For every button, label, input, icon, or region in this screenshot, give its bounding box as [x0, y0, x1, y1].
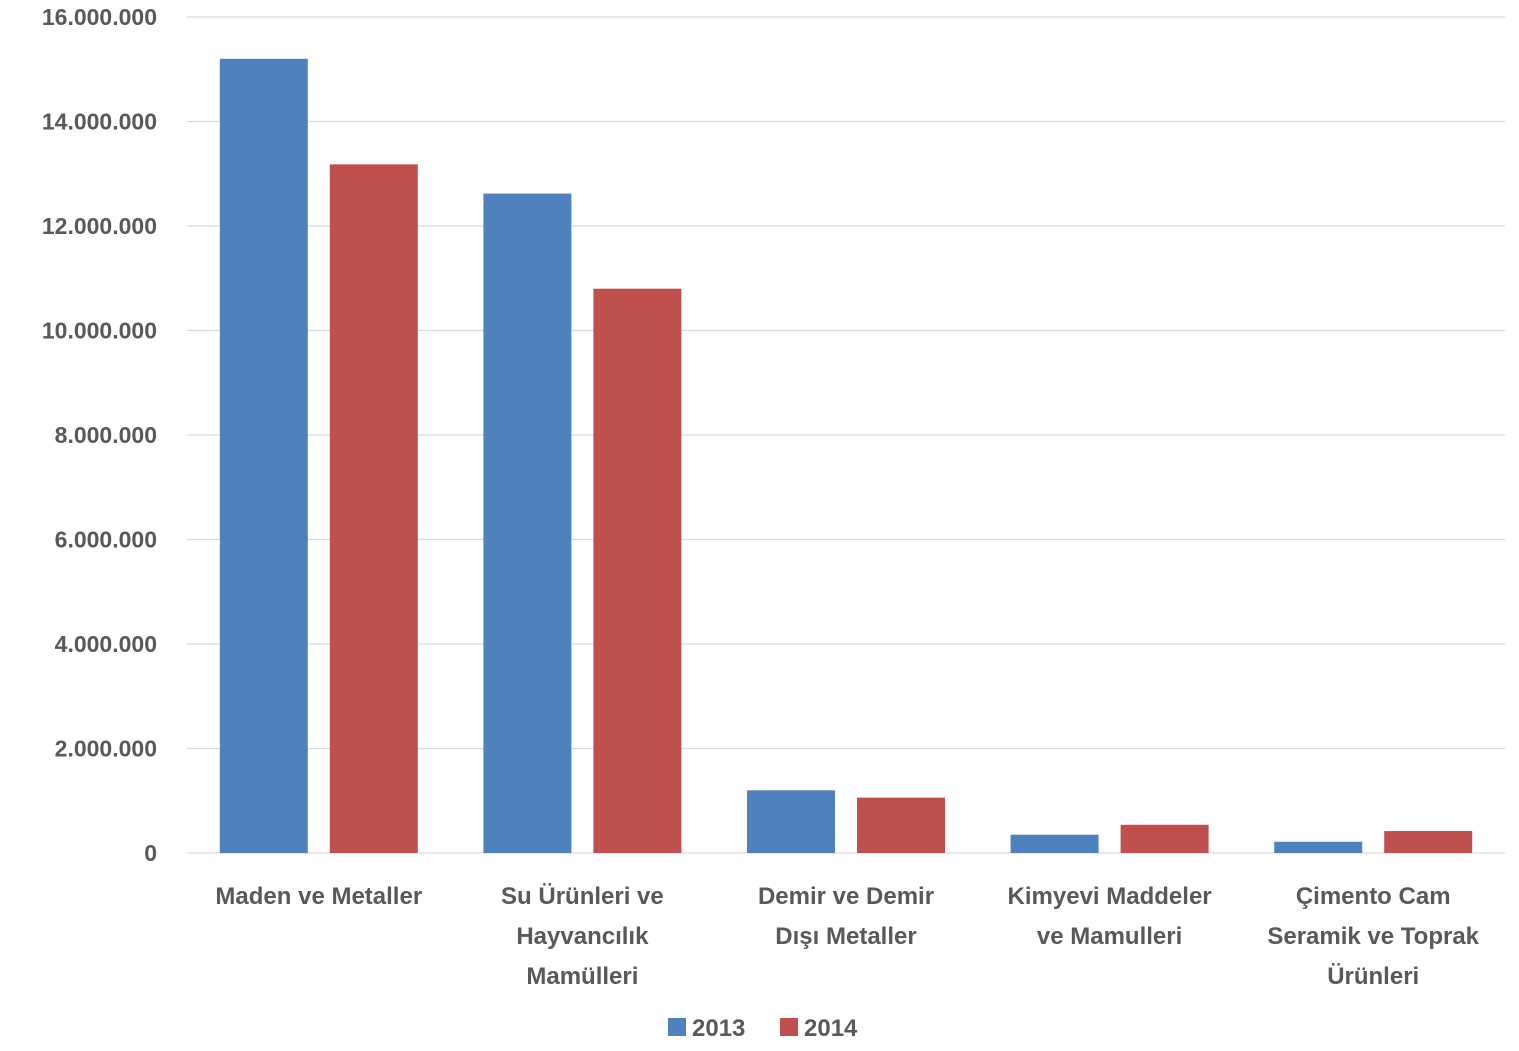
x-tick-label: Ürünleri	[1327, 963, 1419, 990]
bar-2014-3	[1120, 824, 1209, 853]
y-tick-label: 0	[144, 840, 157, 866]
bar-2014-2	[857, 797, 945, 853]
bar-2014-1	[593, 288, 682, 853]
legend-label: 2014	[804, 1015, 858, 1042]
legend-swatch-2013	[668, 1018, 686, 1036]
x-tick-label: Seramik ve Toprak	[1267, 923, 1479, 950]
x-tick-label: Mamülleri	[526, 963, 638, 990]
legend-swatch-2014	[780, 1018, 798, 1036]
x-tick-label: Hayvancılık	[516, 923, 649, 950]
y-axis: 0 2.000.000 4.000.000 6.000.000 8.000.000 10.…	[42, 4, 157, 866]
x-tick-label: Çimento Cam	[1296, 883, 1451, 910]
y-tick-label: 10.000.000	[42, 318, 157, 344]
y-tick-label: 8.000.000	[55, 422, 157, 448]
x-tick-label: Demir ve Demir	[758, 883, 934, 910]
bar-2014-4	[1384, 831, 1473, 853]
y-tick-label: 6.000.000	[55, 527, 157, 553]
y-tick-label: 12.000.000	[42, 213, 157, 239]
bar-2013-0	[219, 58, 308, 854]
legend: 2013 2014	[668, 1015, 858, 1042]
bar-2013-1	[483, 193, 572, 854]
bar-2013-4	[1274, 841, 1363, 853]
bar-2013-2	[747, 790, 835, 853]
x-tick-label: Dışı Metaller	[775, 923, 916, 950]
y-tick-label: 4.000.000	[55, 631, 157, 657]
x-tick-label: Su Ürünleri ve	[501, 883, 664, 910]
y-tick-label: 2.000.000	[55, 736, 157, 762]
x-tick-label: ve Mamulleri	[1037, 923, 1182, 950]
x-axis: Maden ve Metaller Su Ürünleri ve Hayvancıl…	[215, 883, 1479, 990]
bar-2013-3	[1010, 834, 1099, 853]
bars	[219, 58, 1473, 854]
legend-label: 2013	[692, 1015, 745, 1042]
y-tick-label: 14.000.000	[42, 109, 157, 135]
x-tick-label: Kimyevi Maddeler	[1008, 883, 1212, 910]
y-tick-label: 16.000.000	[42, 4, 157, 30]
x-tick-label: Maden ve Metaller	[215, 883, 422, 910]
bar-2014-0	[329, 164, 418, 854]
